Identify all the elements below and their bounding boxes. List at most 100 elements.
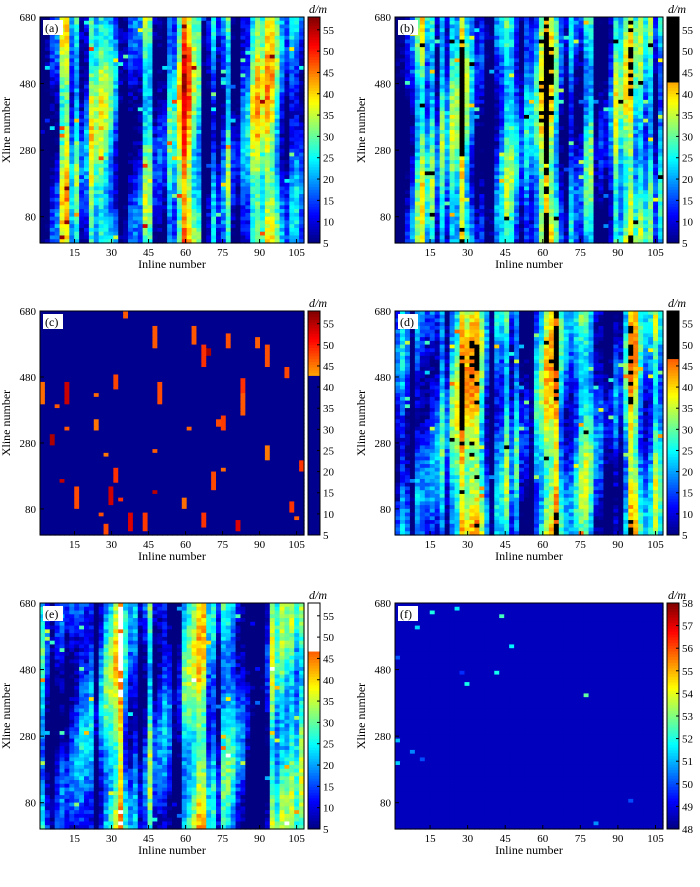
heatmap-cell bbox=[225, 156, 232, 161]
heatmap-cell bbox=[628, 58, 634, 63]
heatmap-cell bbox=[538, 65, 545, 71]
heatmap-cell bbox=[196, 47, 202, 52]
heatmap-cell bbox=[419, 126, 426, 131]
heatmap-cell bbox=[88, 167, 95, 173]
heatmap-cell bbox=[260, 118, 266, 124]
heatmap-cell bbox=[623, 126, 629, 131]
heatmap-cell bbox=[444, 62, 451, 67]
heatmap-cell bbox=[499, 43, 505, 48]
heatmap-cell bbox=[132, 141, 139, 146]
heatmap-cell bbox=[284, 163, 290, 169]
heatmap-cell bbox=[264, 224, 271, 229]
heatmap-cell bbox=[211, 103, 217, 108]
heatmap-cell bbox=[399, 39, 406, 44]
heatmap-cell bbox=[424, 103, 431, 108]
x-tick-label: 45 bbox=[143, 247, 155, 259]
heatmap-cell bbox=[583, 65, 590, 71]
heatmap-cell bbox=[157, 194, 163, 199]
heatmap-cell bbox=[74, 224, 80, 229]
heatmap-cell bbox=[279, 227, 286, 233]
heatmap-cell bbox=[494, 54, 500, 60]
heatmap-cell bbox=[529, 39, 535, 44]
heatmap-cell bbox=[543, 58, 550, 63]
heatmap-cell bbox=[108, 28, 114, 33]
heatmap-cell bbox=[459, 54, 466, 60]
heatmap-cell bbox=[123, 212, 129, 218]
heatmap-cell bbox=[509, 32, 515, 37]
heatmap-cell bbox=[118, 65, 124, 71]
heatmap-cell bbox=[79, 141, 85, 146]
heatmap-cell bbox=[206, 114, 212, 120]
heatmap-cell bbox=[284, 194, 290, 199]
heatmap-cell bbox=[264, 103, 271, 108]
heatmap-cell bbox=[563, 96, 570, 101]
heatmap-cell bbox=[598, 28, 605, 33]
heatmap-cell bbox=[484, 88, 490, 93]
heatmap-cell bbox=[260, 190, 266, 195]
heatmap-cell bbox=[289, 47, 295, 52]
heatmap-cell bbox=[638, 111, 644, 116]
heatmap-cell bbox=[648, 122, 654, 127]
heatmap-cell bbox=[573, 58, 580, 63]
heatmap-cell bbox=[211, 96, 217, 101]
heatmap-cell bbox=[399, 118, 406, 124]
heatmap-cell bbox=[284, 73, 290, 78]
heatmap-cell bbox=[44, 84, 51, 90]
heatmap-cell bbox=[93, 47, 100, 52]
heatmap-cell bbox=[404, 92, 411, 97]
heatmap-cell bbox=[186, 209, 193, 214]
heatmap-cell bbox=[167, 126, 173, 131]
heatmap-cell bbox=[648, 103, 654, 108]
heatmap-cell bbox=[167, 227, 173, 233]
heatmap-cell bbox=[186, 24, 193, 29]
heatmap-cell bbox=[563, 43, 570, 48]
heatmap-cell bbox=[128, 190, 134, 195]
heatmap-cell bbox=[93, 212, 100, 218]
heatmap-cell bbox=[235, 186, 242, 191]
colorbar-segment bbox=[308, 65, 320, 69]
heatmap-cell bbox=[49, 84, 56, 90]
heatmap-cell bbox=[235, 239, 242, 244]
heatmap-cell bbox=[216, 54, 222, 60]
heatmap-cell bbox=[255, 224, 261, 229]
heatmap-cell bbox=[444, 58, 451, 63]
heatmap-cell bbox=[573, 122, 580, 127]
heatmap-cell bbox=[479, 96, 485, 101]
heatmap-cell bbox=[211, 47, 217, 52]
heatmap-cell bbox=[132, 47, 139, 52]
heatmap-cell bbox=[583, 54, 590, 60]
heatmap-cell bbox=[186, 175, 193, 180]
colorbar-tick-label: 45 bbox=[323, 67, 335, 79]
heatmap-cell bbox=[279, 231, 286, 237]
heatmap-cell bbox=[454, 111, 461, 116]
heatmap-cell bbox=[299, 96, 305, 101]
heatmap-cell bbox=[206, 156, 212, 161]
heatmap-cell bbox=[103, 152, 110, 157]
heatmap-cell bbox=[648, 35, 654, 41]
heatmap-cell bbox=[395, 39, 401, 44]
heatmap-cell bbox=[264, 62, 271, 67]
heatmap-cell bbox=[74, 239, 80, 244]
heatmap-cell bbox=[484, 118, 490, 124]
heatmap-cell bbox=[568, 28, 575, 33]
heatmap-cell bbox=[519, 39, 525, 44]
heatmap-cell bbox=[588, 20, 595, 26]
heatmap-cell bbox=[395, 69, 401, 75]
heatmap-cell bbox=[289, 160, 295, 165]
x-tick-label: 60 bbox=[180, 247, 192, 259]
heatmap-cell bbox=[49, 130, 56, 135]
heatmap-cell bbox=[206, 17, 212, 22]
heatmap-cell bbox=[54, 224, 61, 229]
heatmap-cell bbox=[299, 81, 305, 86]
heatmap-cell bbox=[459, 20, 466, 26]
heatmap-cell bbox=[294, 171, 300, 176]
heatmap-cell bbox=[274, 160, 281, 165]
heatmap-cell bbox=[439, 73, 446, 78]
heatmap-cell bbox=[439, 111, 446, 116]
heatmap-cell bbox=[294, 224, 300, 229]
heatmap-cell bbox=[504, 103, 510, 108]
heatmap-cell bbox=[598, 50, 605, 56]
heatmap-cell bbox=[152, 84, 158, 90]
heatmap-cell bbox=[269, 39, 276, 44]
heatmap-cell bbox=[69, 197, 75, 203]
